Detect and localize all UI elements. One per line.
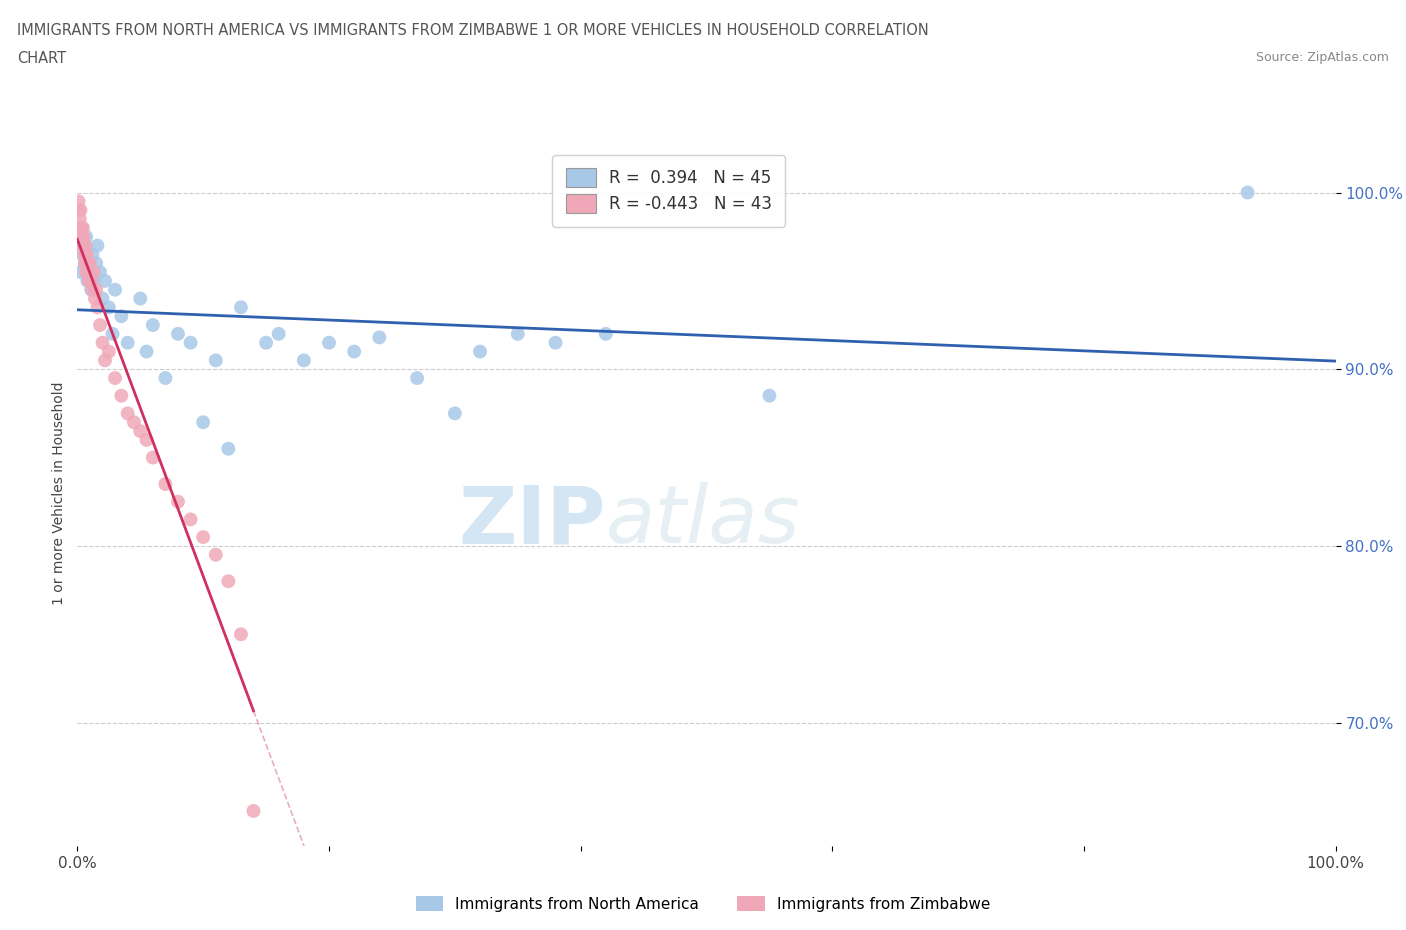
Point xyxy=(135,432,157,447)
Point xyxy=(67,203,90,218)
Point xyxy=(544,336,567,351)
Point xyxy=(217,574,239,589)
Point xyxy=(89,265,111,280)
Point xyxy=(84,291,107,306)
Point xyxy=(77,265,100,280)
Point xyxy=(73,256,96,271)
Point xyxy=(70,230,93,245)
Point xyxy=(83,273,105,288)
Point xyxy=(82,247,104,262)
Point xyxy=(97,344,120,359)
Point xyxy=(89,318,111,333)
Point xyxy=(77,273,100,288)
Point xyxy=(110,389,132,404)
Point xyxy=(73,256,96,271)
Point xyxy=(468,344,491,359)
Point xyxy=(67,194,90,209)
Point xyxy=(155,371,177,386)
Point xyxy=(1236,185,1258,200)
Point xyxy=(110,309,132,324)
Point xyxy=(406,371,429,386)
Point xyxy=(595,326,617,341)
Point xyxy=(180,512,202,526)
Point xyxy=(142,318,165,333)
Point xyxy=(155,477,177,492)
Point xyxy=(80,283,103,298)
Point xyxy=(204,353,226,368)
Point xyxy=(82,283,104,298)
Point xyxy=(117,336,139,351)
Point xyxy=(76,256,98,271)
Point xyxy=(72,247,94,262)
Point xyxy=(191,415,215,430)
Point xyxy=(167,326,190,341)
Point xyxy=(204,548,226,563)
Point xyxy=(104,371,127,386)
Point xyxy=(79,256,101,271)
Point xyxy=(94,353,117,368)
Point xyxy=(292,353,315,368)
Legend: Immigrants from North America, Immigrants from Zimbabwe: Immigrants from North America, Immigrant… xyxy=(409,889,997,918)
Point xyxy=(75,230,97,245)
Point xyxy=(72,238,94,253)
Legend: R =  0.394   N = 45, R = -0.443   N = 43: R = 0.394 N = 45, R = -0.443 N = 43 xyxy=(553,155,786,227)
Point xyxy=(94,273,117,288)
Text: atlas: atlas xyxy=(606,482,800,560)
Point xyxy=(191,530,215,545)
Point xyxy=(135,344,157,359)
Point xyxy=(75,265,97,280)
Point xyxy=(76,273,98,288)
Point xyxy=(242,804,264,818)
Point xyxy=(217,442,239,457)
Point xyxy=(101,326,124,341)
Point xyxy=(83,265,105,280)
Point xyxy=(84,283,107,298)
Point xyxy=(72,220,94,235)
Point xyxy=(69,203,91,218)
Point xyxy=(86,238,108,253)
Point xyxy=(229,300,252,315)
Point xyxy=(72,238,94,253)
Point xyxy=(254,336,277,351)
Y-axis label: 1 or more Vehicles in Household: 1 or more Vehicles in Household xyxy=(52,381,66,604)
Point xyxy=(229,627,252,642)
Point xyxy=(80,273,103,288)
Point xyxy=(76,247,98,262)
Point xyxy=(79,265,101,280)
Point xyxy=(180,336,202,351)
Point xyxy=(444,406,467,421)
Point xyxy=(91,336,114,351)
Point xyxy=(122,415,145,430)
Text: CHART: CHART xyxy=(17,51,66,66)
Point xyxy=(91,291,114,306)
Point xyxy=(167,495,190,510)
Point xyxy=(343,344,366,359)
Text: Source: ZipAtlas.com: Source: ZipAtlas.com xyxy=(1256,51,1389,64)
Point xyxy=(70,265,93,280)
Point xyxy=(758,389,780,404)
Point xyxy=(267,326,290,341)
Point xyxy=(84,256,107,271)
Point xyxy=(142,450,165,465)
Text: ZIP: ZIP xyxy=(458,482,606,560)
Point xyxy=(506,326,529,341)
Point xyxy=(72,230,94,245)
Point xyxy=(104,283,127,298)
Point xyxy=(129,291,152,306)
Point xyxy=(318,336,340,351)
Point xyxy=(129,424,152,439)
Text: IMMIGRANTS FROM NORTH AMERICA VS IMMIGRANTS FROM ZIMBABWE 1 OR MORE VEHICLES IN : IMMIGRANTS FROM NORTH AMERICA VS IMMIGRA… xyxy=(17,23,928,38)
Point xyxy=(69,212,91,227)
Point xyxy=(73,247,96,262)
Point xyxy=(70,220,93,235)
Point xyxy=(97,300,120,315)
Point xyxy=(86,300,108,315)
Point xyxy=(77,256,100,271)
Point xyxy=(368,330,391,345)
Point xyxy=(75,238,97,253)
Point xyxy=(117,406,139,421)
